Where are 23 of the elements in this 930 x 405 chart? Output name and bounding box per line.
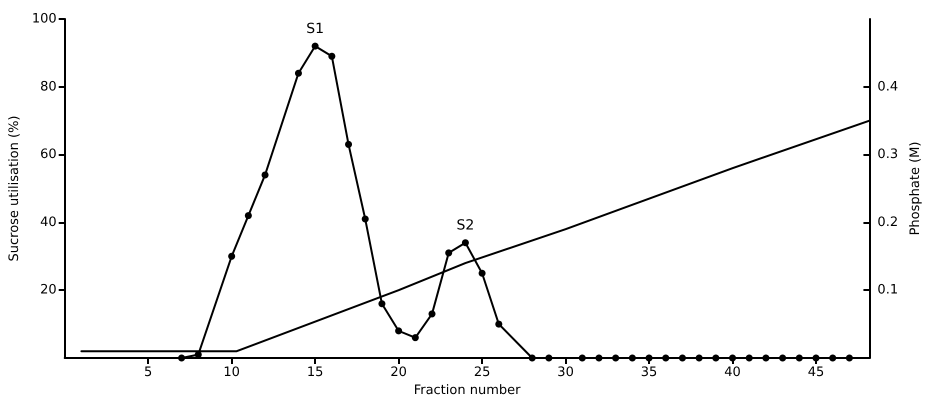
y-tick-label: 20 xyxy=(40,282,57,298)
x-tick-label: 30 xyxy=(557,365,574,380)
x-tick-label: 15 xyxy=(306,365,324,380)
y-tick-label: 40 xyxy=(40,214,57,230)
x-tick-label: 35 xyxy=(640,365,658,380)
y2-tick-label: 0.2 xyxy=(877,214,898,230)
annotation: S2 xyxy=(456,218,474,234)
y2-tick-label: 0.1 xyxy=(877,282,898,298)
annotation: S1 xyxy=(306,21,324,38)
x-tick-label: 20 xyxy=(390,365,407,380)
y2-axis-title: Phosphate (M) xyxy=(908,142,923,236)
x-tick-label: 45 xyxy=(808,365,824,380)
y2-tick-label: 0.3 xyxy=(877,147,898,162)
x-tick-label: 40 xyxy=(724,365,741,380)
y-tick-label: 60 xyxy=(40,147,57,162)
x-tick-label: 10 xyxy=(223,365,240,380)
x-tick-label: 25 xyxy=(474,365,490,380)
y-tick-label: 100 xyxy=(32,12,57,26)
x-tick-label: 5 xyxy=(144,365,152,380)
y-tick-label: 80 xyxy=(40,79,57,94)
x-axis-title: Fraction number xyxy=(414,383,522,398)
y2-tick-label: 0.4 xyxy=(877,79,898,94)
y-axis-title: Sucrose utilisation (%) xyxy=(7,116,22,262)
